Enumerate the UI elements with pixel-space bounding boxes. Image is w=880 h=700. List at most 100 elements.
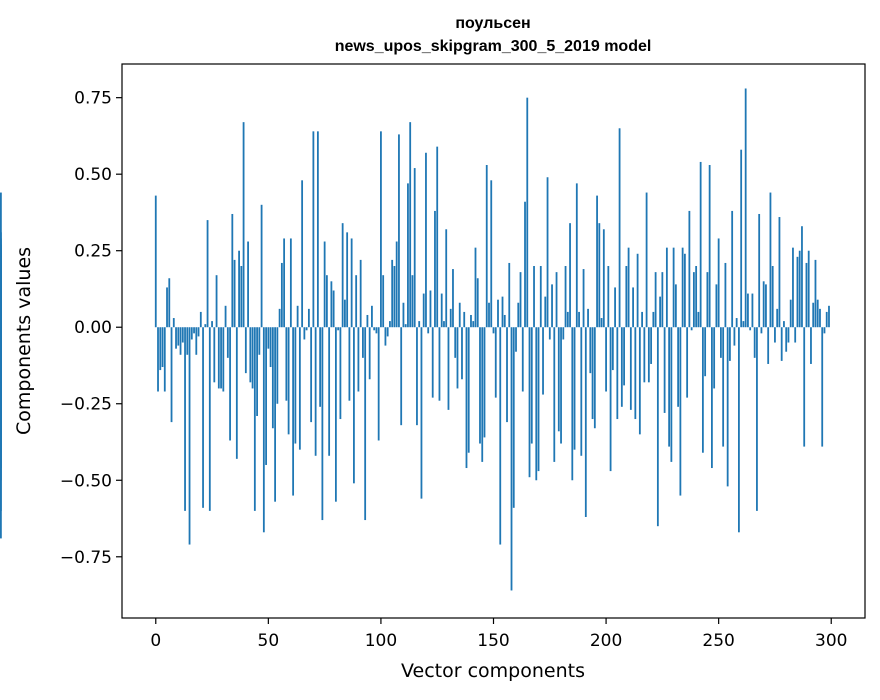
x-tick-label: 250: [702, 631, 734, 651]
bar: [497, 299, 499, 328]
bar: [179, 327, 182, 355]
bar: [190, 327, 193, 340]
bar: [366, 314, 369, 328]
bar: [368, 327, 371, 380]
bar: [193, 327, 195, 334]
bar: [400, 327, 403, 426]
bar: [643, 327, 646, 383]
bar: [765, 284, 767, 328]
bar: [677, 327, 680, 407]
bar: [738, 327, 740, 533]
bar: [292, 327, 295, 496]
bar: [384, 327, 387, 346]
x-axis-label: Vector components: [401, 660, 585, 682]
bar: [330, 281, 333, 328]
bar: [404, 324, 407, 328]
bar: [353, 327, 355, 484]
x-tick-label: 100: [365, 631, 397, 651]
bar: [598, 223, 601, 328]
bar: [188, 327, 191, 545]
bar: [548, 327, 551, 340]
bar: [472, 321, 475, 328]
bar: [774, 327, 776, 343]
bar: [373, 327, 376, 331]
bar: [321, 327, 324, 521]
bar: [479, 327, 481, 444]
bar: [697, 311, 700, 328]
bar: [355, 275, 358, 328]
bar: [688, 210, 691, 328]
bar: [413, 168, 416, 328]
bar: [663, 327, 666, 413]
bar: [823, 327, 826, 334]
bar: [445, 229, 448, 328]
bar: [265, 327, 267, 465]
bar: [242, 122, 245, 328]
bar: [391, 259, 394, 328]
bar: [672, 247, 675, 328]
bar: [357, 327, 360, 392]
bar: [247, 241, 249, 328]
bar: [715, 284, 718, 328]
bar: [771, 266, 774, 328]
bar: [544, 296, 547, 328]
y-axis-label: Components values: [13, 247, 35, 435]
bar: [490, 180, 493, 328]
y-axis-ticks: −0.75 −0.50 −0.25 0.00 0.25 0.50 0.75: [60, 89, 122, 568]
bar: [238, 250, 240, 328]
bar: [641, 311, 643, 328]
bar: [411, 275, 414, 328]
bar: [819, 308, 821, 328]
bar: [769, 192, 772, 328]
bar: [231, 213, 234, 328]
bar: [812, 302, 815, 328]
bar: [803, 327, 806, 447]
bar: [470, 314, 472, 328]
bar: [427, 327, 430, 334]
bar: [287, 327, 290, 435]
bar: [537, 327, 540, 472]
bar: [801, 226, 803, 328]
bar: [760, 327, 763, 334]
bar: [661, 272, 664, 328]
bar: [434, 210, 436, 328]
bar: [348, 327, 351, 401]
bar: [425, 152, 427, 328]
bar: [555, 272, 558, 328]
bar: [163, 327, 166, 392]
bar: [285, 327, 288, 401]
bar: [681, 247, 684, 328]
bar: [524, 201, 526, 328]
bar: [339, 327, 342, 420]
bar: [364, 327, 367, 521]
bar: [542, 327, 544, 395]
bar: [611, 327, 614, 371]
bar: [0, 327, 2, 383]
bar: [821, 327, 824, 447]
bar: [175, 327, 177, 349]
bar: [805, 262, 808, 328]
bar: [627, 247, 630, 328]
bar: [656, 327, 659, 527]
bar: [494, 327, 497, 398]
bar: [582, 269, 585, 328]
y-tick-label: 0.50: [74, 165, 112, 185]
bar: [258, 327, 261, 355]
bar: [267, 327, 270, 349]
bar: [483, 327, 486, 438]
bar: [407, 183, 409, 328]
bar: [776, 308, 779, 328]
bar: [310, 327, 313, 423]
bar: [262, 327, 265, 533]
bar: [753, 327, 756, 358]
bar: [740, 149, 743, 328]
x-tick-label: 50: [258, 631, 280, 651]
bar: [654, 272, 657, 328]
bar: [629, 327, 632, 410]
bar: [515, 327, 517, 352]
bar: [609, 327, 612, 472]
bar: [476, 278, 479, 328]
bar: [551, 284, 553, 328]
bar: [371, 305, 373, 328]
bar: [647, 327, 650, 383]
